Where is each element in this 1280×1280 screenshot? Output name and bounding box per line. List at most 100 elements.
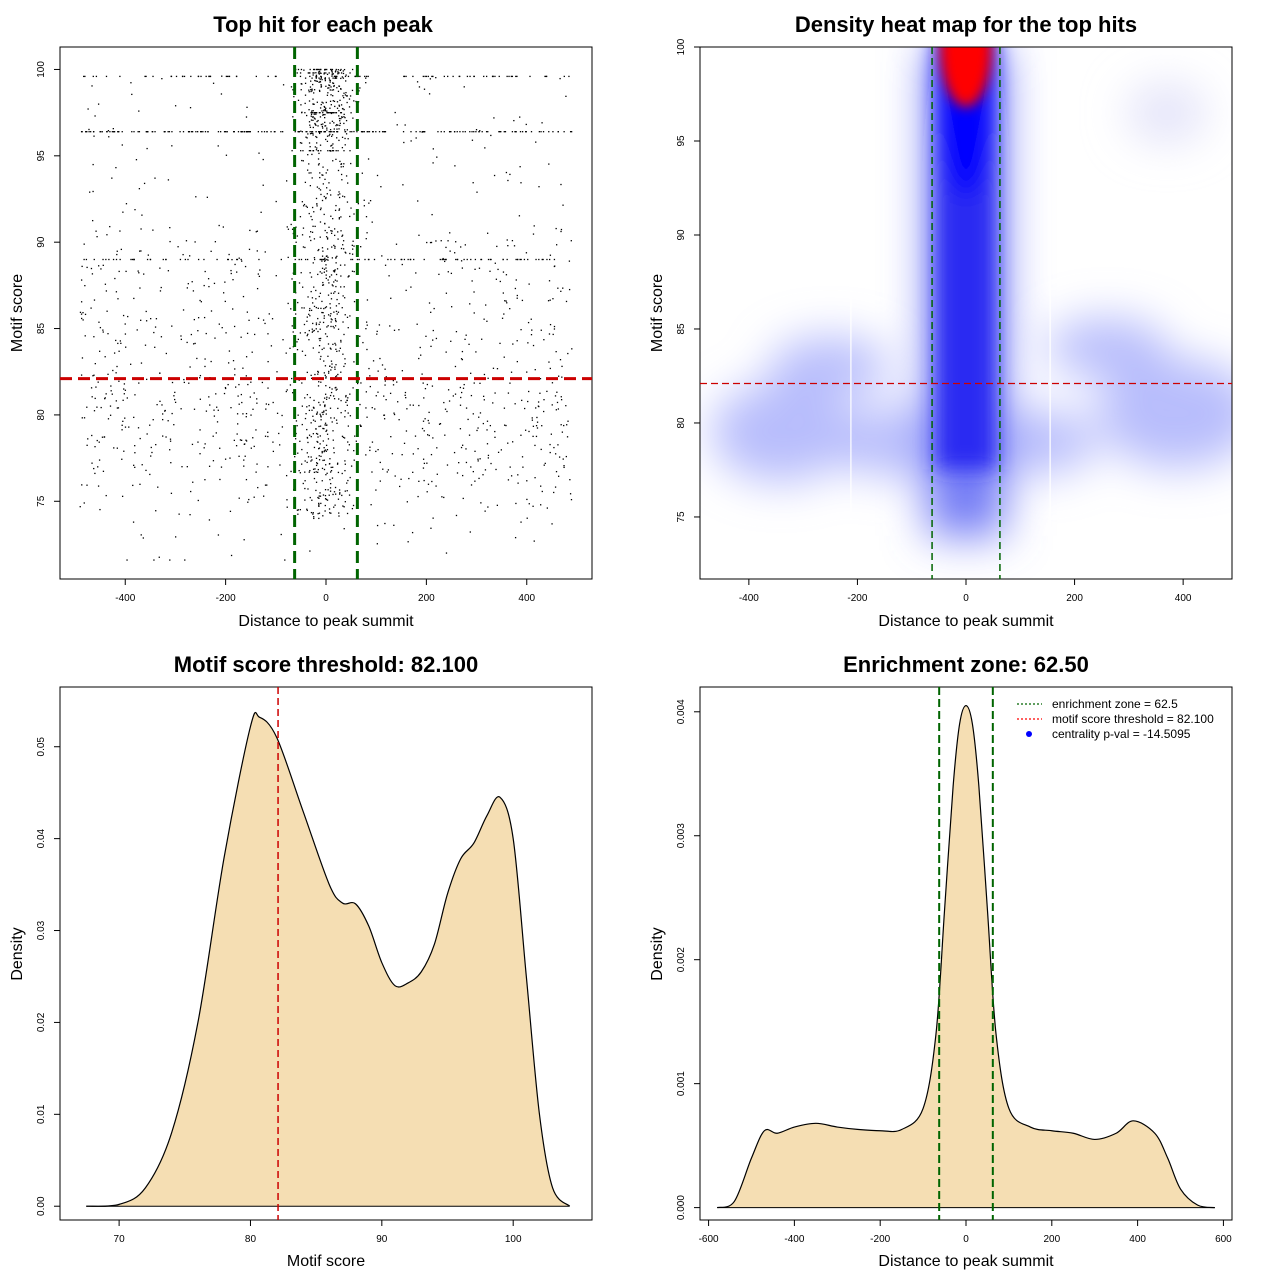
scatter-point (313, 516, 315, 518)
heatmap-peak-red (940, 47, 992, 107)
scatter-point (338, 209, 340, 211)
scatter-point (340, 173, 343, 176)
scatter-point (479, 458, 481, 460)
scatter-point (336, 137, 338, 139)
scatter-point (237, 423, 239, 425)
scatter-point (193, 318, 195, 321)
scatter-point (487, 506, 489, 508)
scatter-point (163, 131, 166, 133)
scatter-point (471, 131, 473, 133)
scatter-point (311, 153, 313, 156)
scatter-point (116, 447, 118, 449)
scatter-point (122, 420, 124, 422)
scatter-point (318, 248, 320, 251)
scatter-point (171, 412, 173, 415)
scatter-point (324, 333, 327, 335)
scatter-point (152, 75, 154, 78)
scatter-point (236, 258, 238, 261)
scatter-point (318, 81, 320, 83)
scatter-point (339, 160, 341, 163)
scatter-point (466, 258, 468, 261)
scatter-point (331, 134, 334, 136)
scatter-point (329, 128, 332, 131)
scatter-point (119, 258, 121, 261)
scatter-point (238, 383, 240, 386)
scatter-point (319, 337, 322, 340)
scatter-point (524, 407, 526, 410)
scatter-point (310, 113, 313, 116)
scatter-point (320, 419, 322, 421)
scatter-point (335, 77, 338, 79)
scatter-point (476, 429, 478, 432)
scatter-point (326, 94, 329, 96)
scatter-point (417, 200, 419, 202)
density-curve (86, 711, 571, 1207)
scatter-point (345, 95, 348, 97)
scatter-point (321, 467, 324, 470)
scatter-point (313, 238, 316, 240)
scatter-point (120, 342, 122, 345)
scatter-point (353, 130, 355, 133)
scatter-point (297, 452, 299, 454)
y-tick-label: 100 (36, 61, 47, 78)
scatter-point (320, 455, 322, 458)
scatter-point (528, 430, 530, 433)
heatmap-blob (976, 409, 1097, 474)
scatter-point (325, 376, 327, 378)
scatter-point (560, 228, 563, 231)
scatter-point (409, 258, 412, 261)
scatter-point (306, 169, 309, 171)
scatter-point (459, 131, 461, 133)
scatter-point (307, 72, 309, 74)
scatter-point (318, 132, 321, 135)
scatter-point (460, 446, 463, 449)
scatter-point (158, 556, 160, 558)
scatter-point (243, 131, 245, 133)
scatter-point (187, 258, 189, 261)
scatter-point (182, 131, 185, 133)
scatter-point (332, 95, 334, 97)
scatter-point (420, 354, 422, 356)
scatter-point (264, 435, 267, 437)
scatter-point (569, 479, 571, 481)
scatter-point (86, 266, 88, 269)
scatter-point (444, 408, 447, 410)
scatter-point (355, 440, 357, 442)
scatter-point (334, 486, 337, 489)
scatter-point (312, 415, 314, 417)
scatter-point (313, 211, 315, 213)
scatter-point (324, 110, 327, 112)
scatter-point (469, 303, 471, 305)
scatter-point (169, 440, 172, 442)
scatter-point (538, 131, 541, 133)
scatter-point (123, 450, 125, 452)
scatter-point (243, 443, 245, 445)
scatter-point (326, 169, 329, 171)
scatter-point (133, 416, 135, 419)
scatter-point (316, 186, 319, 188)
scatter-point (315, 289, 317, 292)
scatter-point (516, 297, 518, 299)
scatter-point (469, 531, 471, 533)
scatter-point (249, 396, 251, 398)
scatter-point (300, 89, 302, 91)
scatter-point (423, 462, 426, 465)
scatter-point (445, 292, 448, 294)
scatter-point (335, 344, 337, 346)
scatter-point (461, 444, 464, 446)
scatter-point (205, 410, 208, 412)
y-axis-label-enrichment-density: Density (649, 927, 666, 980)
scatter-point (366, 299, 369, 301)
scatter-point (138, 110, 140, 112)
scatter-point (340, 104, 343, 106)
scatter-point (513, 245, 516, 247)
scatter-point (338, 128, 340, 130)
scatter-point (247, 383, 249, 386)
scatter-point (356, 131, 358, 133)
scatter-point (318, 68, 320, 71)
scatter-point (315, 306, 318, 309)
scatter-point (465, 461, 468, 464)
x-tick-label: 200 (418, 593, 435, 604)
scatter-point (83, 502, 85, 504)
scatter-point (318, 447, 321, 449)
